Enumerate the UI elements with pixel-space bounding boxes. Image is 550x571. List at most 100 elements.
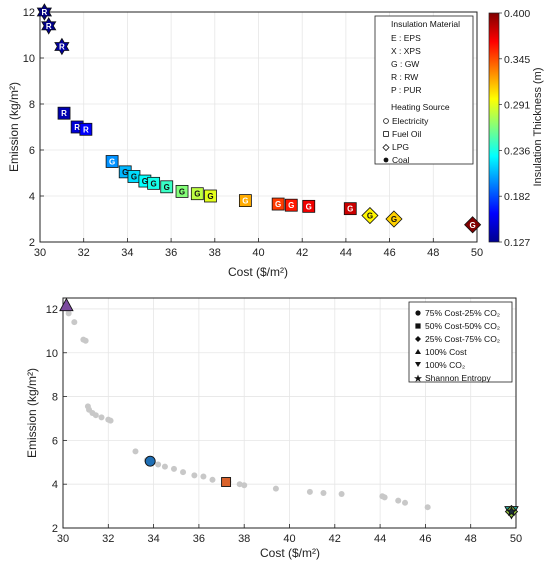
bottom-y-tick-label: 4	[52, 479, 58, 491]
data-point-gray	[200, 473, 207, 480]
bottom-x-tick-label: 44	[374, 533, 386, 545]
bottom-y-tick-label: 10	[46, 348, 58, 360]
data-point-gray	[395, 497, 402, 504]
legend-material-title: Insulation Material	[391, 19, 460, 29]
data-point-label: G	[470, 221, 476, 230]
data-point-gray	[306, 488, 313, 495]
legend-entry: 100% CO₂	[425, 360, 465, 370]
top-y-tick-label: 10	[23, 53, 35, 65]
data-point-label: G	[347, 205, 353, 214]
data-point-label: G	[194, 190, 200, 199]
legend-material-item: X : XPS	[391, 46, 421, 56]
bottom-y-axis-label: Emission (kg/m²)	[25, 368, 39, 458]
data-point-label: G	[131, 172, 137, 181]
legend-star-marker	[414, 374, 422, 382]
bottom-y-tick-label: 8	[52, 392, 58, 404]
data-point-gray	[402, 499, 409, 506]
data-point-label: G	[109, 158, 115, 167]
colorbar-gradient	[488, 12, 500, 243]
data-point-gray	[71, 319, 78, 326]
top-x-tick-label: 30	[34, 247, 46, 259]
data-point-square: G	[271, 197, 285, 211]
data-point-label: G	[367, 212, 373, 221]
top-x-tick-label: 40	[252, 247, 264, 259]
data-point-label: R	[59, 43, 65, 52]
data-point-gray	[236, 481, 243, 488]
top-x-axis-label: Cost ($/m²)	[228, 265, 288, 279]
legend-diamond-marker	[382, 143, 390, 152]
top-legend: Insulation Material E : EPS X : XPS G : …	[374, 15, 474, 165]
colorbar-tick-label: 0.291	[504, 100, 530, 112]
top-y-tick-label: 12	[23, 7, 35, 19]
legend-coal-marker	[383, 157, 389, 163]
data-point-label: R	[46, 22, 52, 31]
top-x-tick-label: 50	[471, 247, 483, 259]
data-point-square: G	[284, 198, 298, 212]
legend-entry: 100% Cost	[425, 347, 467, 357]
legend-circle-marker	[415, 310, 421, 316]
legend-source-item: Electricity	[392, 116, 429, 126]
data-point-square: G	[190, 187, 204, 201]
data-point-gray	[170, 465, 177, 472]
data-point-square: R	[57, 106, 71, 120]
top-y-tick-label: 4	[29, 191, 35, 203]
colorbar-tick-label: 0.400	[504, 8, 530, 20]
highlight-triangle-up	[59, 297, 74, 312]
legend-square-marker	[383, 131, 389, 137]
bottom-x-axis-label: Cost ($/m²)	[260, 546, 320, 560]
data-point-label: G	[142, 177, 148, 186]
bottom-x-tick-label: 40	[283, 533, 295, 545]
data-point-star: R	[36, 3, 52, 21]
data-point-square: G	[238, 194, 252, 208]
data-point-square: G	[204, 189, 217, 203]
data-point-gray	[191, 472, 198, 479]
data-point-label: G	[391, 215, 397, 224]
data-point-gray	[92, 412, 99, 419]
data-point-gray	[320, 489, 327, 496]
legend-source-title: Heating Source	[391, 102, 450, 112]
colorbar-ticks: 0.400 0.345 0.291 0.236 0.182 0.127	[499, 8, 530, 249]
data-point-label: R	[74, 123, 80, 132]
legend-circle-marker	[383, 118, 389, 124]
bottom-x-tick-label: 42	[329, 533, 341, 545]
bottom-x-tick-label: 36	[193, 533, 205, 545]
bottom-x-tick-label: 30	[57, 533, 69, 545]
data-point-label: G	[122, 168, 128, 177]
highlight-circle	[144, 455, 156, 467]
data-point-diamond: G	[385, 210, 403, 228]
bottom-y-tick-label: 2	[52, 523, 58, 535]
data-point-diamond: G	[361, 206, 379, 225]
legend-source-item: Coal	[392, 155, 410, 165]
highlight-star	[506, 505, 517, 517]
bottom-y-tick-label: 6	[52, 435, 58, 447]
bottom-x-tick-label: 50	[510, 533, 522, 545]
bottom-x-tick-label: 38	[238, 533, 250, 545]
data-point-gray	[132, 448, 139, 455]
data-point-gray	[107, 417, 114, 424]
data-point-label: G	[207, 192, 213, 201]
bottom-x-tick-label: 34	[147, 533, 159, 545]
legend-triangle-up-marker	[415, 349, 421, 354]
legend-source-item: Fuel Oil	[392, 129, 421, 139]
colorbar-tick-label: 0.182	[504, 191, 530, 203]
data-point-label: G	[275, 200, 281, 209]
data-point-gray	[82, 337, 89, 344]
top-x-tick-label: 46	[383, 247, 395, 259]
top-x-tick-label: 32	[78, 247, 90, 259]
bottom-points	[59, 297, 519, 520]
colorbar-tick-label: 0.236	[504, 145, 530, 157]
data-point-square: G	[343, 202, 357, 216]
data-point-star: R	[54, 37, 70, 56]
data-point-square: R	[79, 122, 93, 136]
data-point-label: G	[151, 179, 157, 188]
top-x-tick-label: 44	[340, 247, 352, 259]
legend-entry: 50% Cost-50% CO₂	[425, 321, 500, 331]
bottom-x-tick-label: 46	[419, 533, 431, 545]
top-y-tick-label: 2	[29, 237, 35, 249]
legend-square-marker	[415, 323, 421, 329]
colorbar: 0.400 0.345 0.291 0.236 0.182 0.127 Insulatio…	[488, 8, 544, 249]
legend-material-item: R : RW	[391, 72, 418, 82]
